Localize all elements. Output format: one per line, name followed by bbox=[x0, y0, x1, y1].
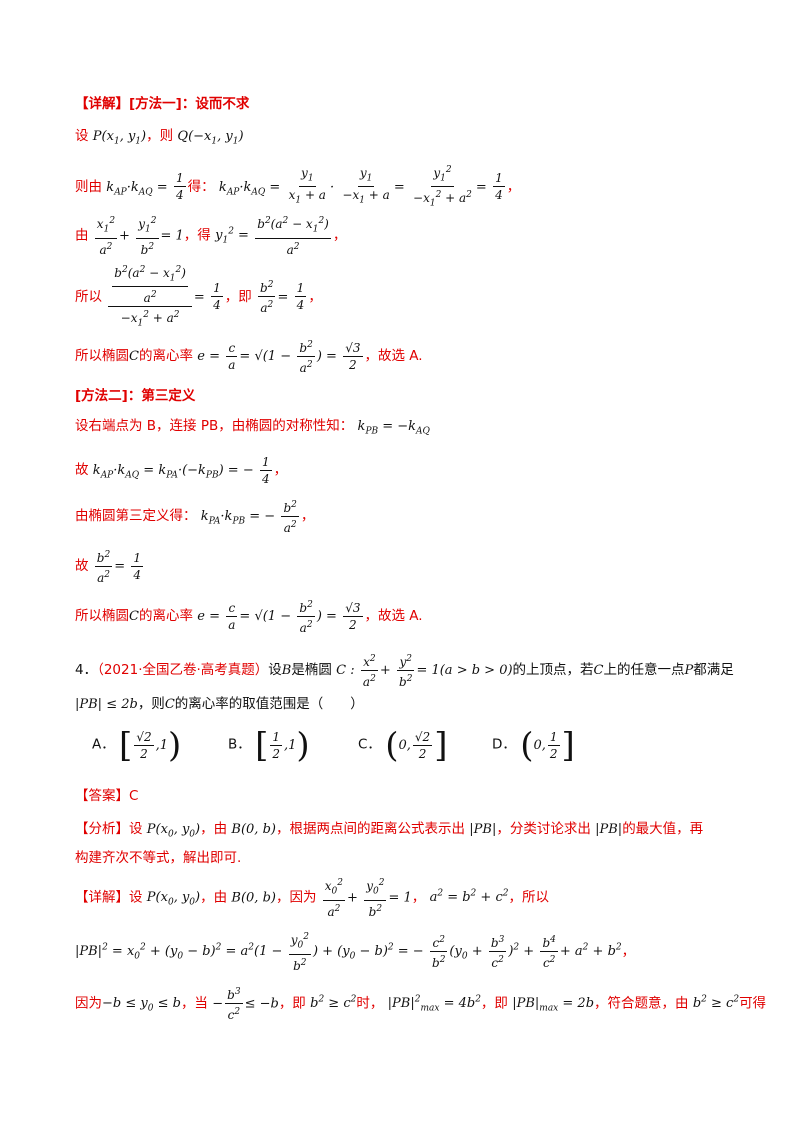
method1-so-line: 所以 b2(a2 − x12) a2 −x12 + a2 = 1 4 ，即 b2 a2 =… bbox=[75, 262, 740, 329]
choice-d[interactable]: D． (0, 1 2] bbox=[492, 725, 575, 765]
method2-eccentricity-line: 所以椭圆C的离心率 e = c a = √(1 − b2 a2) = √3 2 ，故选 A… bbox=[75, 596, 740, 636]
detail-line2: |PB|2 = x02 + (y0 − b)2 = a2(1 − y02 b2) … bbox=[75, 926, 740, 972]
method1-slope-line: 则由 kAP·kAQ = 1 4 得： kAP·kAQ = y1 x1 + a · y1… bbox=[75, 162, 740, 209]
method2-third-def-line: 由椭圆第三定义得： kPA·kPB = − b2 a2， bbox=[75, 496, 740, 536]
answer-line: 【答案】C bbox=[75, 788, 139, 804]
method2-heading: [方法二]：第三定义 bbox=[75, 388, 196, 404]
analysis-line2: 构建齐次不等式，解出即可. bbox=[75, 850, 242, 866]
method2-therefore-line: 故 kAP·kAQ = kPA·(−kPB) = − 1 4， bbox=[75, 454, 288, 486]
detail-line3: 因为−b ≤ y0 ≤ b，当 − b3 c2 ≤ −b，即 b2 ≥ c2时， |P… bbox=[75, 980, 766, 1022]
question4-line1: 4．（2021·全国乙卷·高考真题）设B是椭圆 C : x2 a2 + y2 b2 = … bbox=[75, 650, 740, 690]
question4-line2: |PB| ≤ 2b，则C的离心率的取值范围是（ ） bbox=[75, 696, 364, 712]
choice-b[interactable]: B． [1 2,1) bbox=[228, 725, 310, 765]
analysis-line1: 【分析】设 P(x0, y0)，由 B(0, b)，根据两点间的距离公式表示出 … bbox=[75, 821, 704, 840]
choice-c[interactable]: C． (0, √2 2] bbox=[358, 725, 448, 765]
method1-heading: 【详解】[方法一]：设而不求 bbox=[75, 96, 250, 112]
method1-ellipse-line: 由 x12 a2 + y12 b2 = 1，得 y12 = b2(a2 − x12) a2… bbox=[75, 212, 740, 256]
method1-eccentricity-line: 所以椭圆C的离心率 e = c a = √(1 − b2 a2) = √3 2 ，故选 A… bbox=[75, 336, 740, 376]
method1-set-line: 设 P(x1, y1)，则 Q(−x1, y1) bbox=[75, 128, 244, 147]
detail-line1: 【详解】设 P(x0, y0)，由 B(0, b)，因为 x02 a2 + y02 b… bbox=[75, 874, 740, 918]
method2-endpoint-line: 设右端点为 B，连接 PB，由椭圆的对称性知： kPB = −kAQ bbox=[75, 418, 430, 437]
choice-a[interactable]: A． [√2 2,1) bbox=[92, 725, 182, 765]
